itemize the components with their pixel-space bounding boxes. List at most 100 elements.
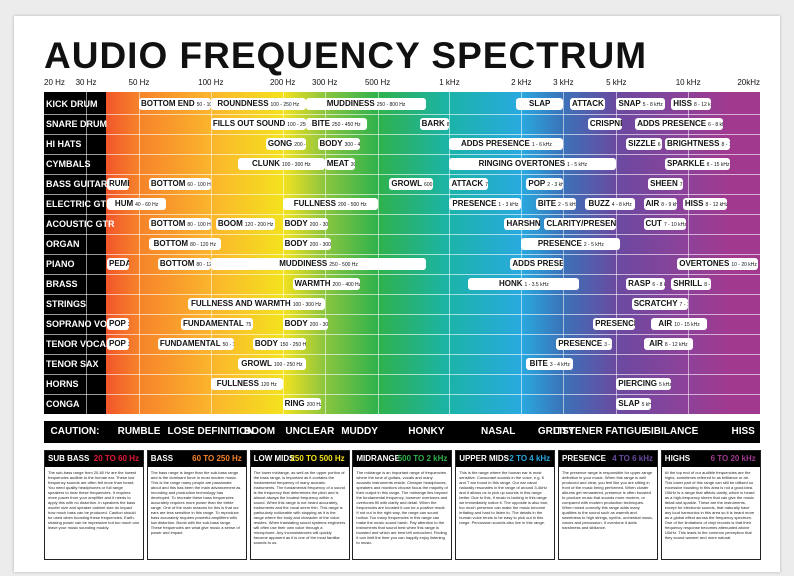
frequency-tag: RING 200 Hz (282, 398, 322, 410)
tag-name: RING (284, 399, 305, 408)
tag-range: 100 - 250 Hz (273, 362, 303, 368)
range-name: LOW MIDS (253, 454, 295, 463)
tag-name: FILLS OUT SOUND (212, 119, 286, 128)
tag-range: 8 - 12 kHz (704, 282, 711, 288)
row-divider (44, 194, 760, 195)
frequency-label: 100 Hz (198, 78, 224, 87)
tag-name: GROWL (241, 359, 272, 368)
frequency-tag: MEAT300 - 400 Hz (324, 158, 355, 170)
frequency-tag: RINGING OVERTONES 1 - 5 kHz (449, 158, 617, 170)
tag-range: 7 - 10 kHz (679, 302, 689, 308)
tag-range: 4 - 8 kHz (611, 202, 632, 208)
frequency-tag: SNAP 5 - 8 kHz (616, 98, 665, 110)
frequency-tag: ATTACK (570, 98, 606, 110)
tag-name: BODY (319, 139, 343, 148)
caution-item: NASAL (480, 426, 516, 437)
range-name: HIGHS (664, 454, 691, 463)
tag-name: CRISPNESS (589, 119, 622, 128)
frequency-label: 200 Hz (269, 78, 296, 87)
tag-name: RINGING OVERTONES (478, 159, 566, 168)
range-box: PRESENCE 4 TO 6 kHz The presence range is … (558, 450, 658, 560)
frequency-label: 20kHz (737, 78, 760, 87)
frequency-tag: CLUNK 100 - 300 Hz (238, 158, 325, 170)
range-box-header: HIGHS 6 TO 20 kHz (661, 451, 760, 467)
frequency-label: 300 Hz (312, 78, 338, 87)
instrument-label: HI HATS (46, 139, 82, 149)
tag-range: 700 - 1 kHz (485, 182, 488, 188)
tag-range: 300 - 400 Hz (344, 142, 360, 148)
frequency-tag: FULLNESS AND WARMTH 100 - 300 Hz (187, 298, 325, 310)
frequency-tag: SLAP (516, 98, 564, 110)
frequency-tag: HARSHNESS2 - 3 kHz (504, 218, 541, 230)
grid-line (563, 92, 565, 414)
tag-name: SCRATCHY (633, 299, 678, 308)
tag-name: BODY (254, 339, 278, 348)
frequency-label: 30 Hz (75, 78, 97, 87)
row-divider (44, 274, 760, 275)
tag-name: ATTACK (451, 179, 484, 188)
row-divider (44, 314, 760, 315)
tag-name: GONG (267, 139, 293, 148)
grid-line (688, 92, 690, 414)
instrument-label: SNARE DRUM (46, 119, 108, 129)
tag-name: SPARKLE (667, 159, 705, 168)
frequency-band (730, 92, 760, 414)
frequency-tag: ATTACK700 - 1 kHz (449, 178, 488, 190)
instrument-label: HORNS (46, 379, 79, 389)
frequency-label: 50 Hz (128, 78, 150, 87)
tag-name: CUT (645, 219, 662, 228)
tag-range: 5 - 8 kHz (642, 102, 663, 108)
tag-name: MUDDINESS (279, 259, 328, 268)
tag-range: 1 - 5 kHz (567, 162, 588, 168)
tag-name: POP (109, 339, 126, 348)
tag-range: 80 - 100 Hz (187, 222, 211, 228)
tag-name: BUZZ (588, 199, 610, 208)
tag-name: BITE (311, 119, 331, 128)
frequency-tag: BODY 150 - 250 Hz (252, 338, 306, 350)
tag-range: 300 - 400 Hz (350, 162, 355, 168)
frequency-tag: FULLNESS 200 - 500 Hz (282, 198, 378, 210)
tag-range: 250 - 450 Hz (332, 122, 361, 128)
grid-line (86, 92, 88, 414)
tag-name: ATTACK (572, 99, 604, 108)
tag-name: MUDDINESS (326, 99, 375, 108)
range-description: This is the range where the human ear is… (459, 470, 549, 525)
grid-line (138, 92, 140, 414)
tag-name: RUMBLE (109, 179, 129, 188)
range-hz: 4 TO 6 kHz (612, 454, 653, 463)
range-box: UPPER MIDS 2 TO 4 kHz This is the range wh… (455, 450, 556, 560)
tag-range: 2 - 5 kHz (583, 242, 604, 248)
range-hz: 20 TO 60 Hz (93, 454, 139, 463)
frequency-tag: BOOM 120 - 200 Hz (215, 218, 275, 230)
row-divider (44, 114, 760, 115)
range-description: At the top end of our audible frequencie… (664, 470, 755, 540)
frequency-label: 1 kHz (439, 78, 460, 87)
tag-range: 6 - 12 kHz (657, 142, 663, 148)
frequency-tag: BITE 250 - 450 Hz (305, 118, 367, 130)
range-hz: 500 TO 2 kHz (397, 454, 448, 463)
tag-range: 20 Hz (128, 342, 129, 348)
range-box-header: SUB BASS 20 TO 60 Hz (45, 451, 143, 467)
range-name: BASS (150, 454, 174, 463)
tag-name: BOTTOM (159, 259, 195, 268)
frequency-label: 10 kHz (675, 78, 701, 87)
caution-item: HONKY (408, 426, 445, 437)
range-description: The midrange is an important range of fr… (356, 470, 448, 545)
tag-range: 200 - 400 Hz (332, 282, 360, 288)
tag-range: 5 kHz (658, 382, 672, 388)
tag-name: PRESENCE (558, 339, 603, 348)
range-box-header: MIDRANGE 500 TO 2 kHz (353, 451, 452, 467)
tag-range: 800 - 1 kHz (446, 122, 450, 128)
instrument-label: CONGA (46, 399, 80, 409)
frequency-tag: BITE 3 - 4 kHz (526, 358, 574, 370)
frequency-label: 500 Hz (364, 78, 391, 87)
